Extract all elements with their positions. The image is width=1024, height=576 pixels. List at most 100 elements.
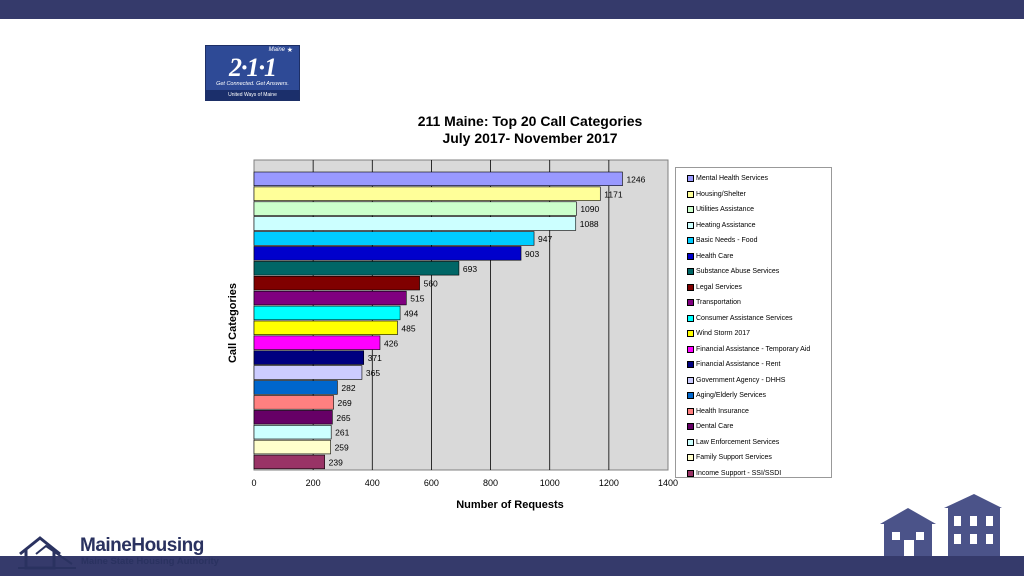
mainehousing-name: MaineHousing xyxy=(80,535,204,556)
data-label: 515 xyxy=(410,294,424,304)
legend-swatch xyxy=(687,283,694,291)
legend-item: Substance Abuse Services xyxy=(676,264,831,280)
houses-icon xyxy=(880,494,1002,556)
legend-item: Housing/Shelter xyxy=(676,187,831,203)
x-tick-label: 1400 xyxy=(658,478,678,488)
legend-label: Family Support Services xyxy=(696,454,772,462)
legend-item: Basic Needs - Food xyxy=(676,233,831,249)
legend-swatch xyxy=(687,469,694,477)
data-label: 239 xyxy=(329,457,343,467)
bar xyxy=(253,290,407,306)
legend-label: Basic Needs - Food xyxy=(696,237,758,245)
legend-item: Aging/Elderly Services xyxy=(676,388,831,404)
data-label: 560 xyxy=(424,279,438,289)
legend-swatch xyxy=(687,392,694,400)
legend-swatch xyxy=(687,454,694,462)
legend-label: Transportation xyxy=(696,299,741,307)
y-axis-label: Call Categories xyxy=(227,282,239,364)
legend-item: Financial Assistance - Rent xyxy=(676,357,831,373)
logo-state: Maine xyxy=(268,47,285,53)
legend-swatch xyxy=(687,330,694,338)
bar xyxy=(253,171,623,186)
data-label: 1246 xyxy=(626,174,645,184)
legend-swatch xyxy=(687,438,694,446)
bar xyxy=(253,231,535,246)
legend-label: Health Care xyxy=(696,252,734,260)
legend-item: Legal Services xyxy=(676,280,831,296)
chart-legend: Mental Health Services Housing/Shelter Uti… xyxy=(675,167,832,478)
legend-label: Income Support - SSI/SSDI xyxy=(696,469,782,477)
legend-item: Health Care xyxy=(676,249,831,265)
star-icon: ★ xyxy=(286,47,293,54)
bar xyxy=(253,186,601,201)
bar xyxy=(253,305,401,321)
bar xyxy=(253,424,332,440)
data-label: 261 xyxy=(335,428,349,438)
legend-swatch xyxy=(687,423,694,431)
legend-swatch xyxy=(687,206,694,214)
data-label: 494 xyxy=(404,308,418,318)
data-label: 282 xyxy=(341,383,355,393)
mainehousing-subtitle: Maine State Housing Authority xyxy=(81,556,219,567)
legend-label: Mental Health Services xyxy=(696,175,768,183)
legend-swatch xyxy=(687,361,694,369)
data-label: 426 xyxy=(384,338,398,348)
bar xyxy=(253,275,420,291)
legend-label: Financial Assistance - Rent xyxy=(696,361,781,369)
legend-label: Substance Abuse Services xyxy=(696,268,780,276)
legend-swatch xyxy=(687,252,694,260)
legend-label: Utilities Assistance xyxy=(696,206,754,214)
data-label: 947 xyxy=(538,234,552,244)
legend-label: Heating Assistance xyxy=(696,221,756,229)
legend-label: Government Agency - DHHS xyxy=(696,376,786,384)
legend-label: Housing/Shelter xyxy=(696,190,746,198)
legend-swatch xyxy=(687,345,694,353)
legend-item: Income Support - SSI/SSDI xyxy=(676,466,831,482)
logo-211-maine: Maine ★ 2·1·1 Get Connected. Get Answers… xyxy=(205,45,300,101)
data-label: 269 xyxy=(338,398,352,408)
chart-subtitle: July 2017- November 2017 xyxy=(442,130,618,146)
legend-swatch xyxy=(687,376,694,384)
bar xyxy=(253,350,365,365)
chart-title: 211 Maine: Top 20 Call Categories xyxy=(417,113,643,129)
x-tick-label: 1200 xyxy=(599,478,619,488)
data-label: 259 xyxy=(335,443,349,453)
data-label: 693 xyxy=(463,264,477,274)
logo-number: 2·1·1 xyxy=(229,53,277,82)
legend-item: Transportation xyxy=(676,295,831,311)
data-label: 1090 xyxy=(580,204,599,214)
legend-swatch xyxy=(687,221,694,229)
logo-tagline: Get Connected. Get Answers. xyxy=(216,81,289,87)
data-label: 903 xyxy=(525,249,539,259)
mainehousing-logo: MaineHousing Maine State Housing Authori… xyxy=(18,534,250,572)
legend-item: Wind Storm 2017 xyxy=(676,326,831,342)
legend-swatch xyxy=(687,237,694,245)
data-label: 371 xyxy=(368,353,382,363)
bar xyxy=(253,410,333,425)
bar xyxy=(253,320,398,335)
house-outline-icon xyxy=(18,536,76,570)
legend-label: Wind Storm 2017 xyxy=(696,330,751,338)
data-label: 365 xyxy=(366,368,380,378)
legend-label: Law Enforcement Services xyxy=(696,438,780,446)
legend-item: Family Support Services xyxy=(676,450,831,466)
bar xyxy=(253,201,577,216)
data-label: 1171 xyxy=(604,189,623,199)
x-tick-label: 0 xyxy=(251,478,256,488)
legend-label: Financial Assistance - Temporary Aid xyxy=(696,345,811,353)
legend-item: Heating Assistance xyxy=(676,218,831,234)
logo-org: United Ways of Maine xyxy=(206,90,299,100)
legend-item: Financial Assistance - Temporary Aid xyxy=(676,342,831,358)
legend-label: Dental Care xyxy=(696,423,734,431)
bar xyxy=(253,454,325,470)
legend-item: Dental Care xyxy=(676,419,831,435)
x-tick-label: 600 xyxy=(424,478,439,488)
legend-item: Health Insurance xyxy=(676,404,831,420)
bar xyxy=(253,216,577,231)
legend-item: Law Enforcement Services xyxy=(676,435,831,451)
x-tick-label: 1000 xyxy=(540,478,560,488)
bar xyxy=(253,246,522,261)
data-label: 265 xyxy=(336,413,350,423)
bar xyxy=(253,365,363,380)
